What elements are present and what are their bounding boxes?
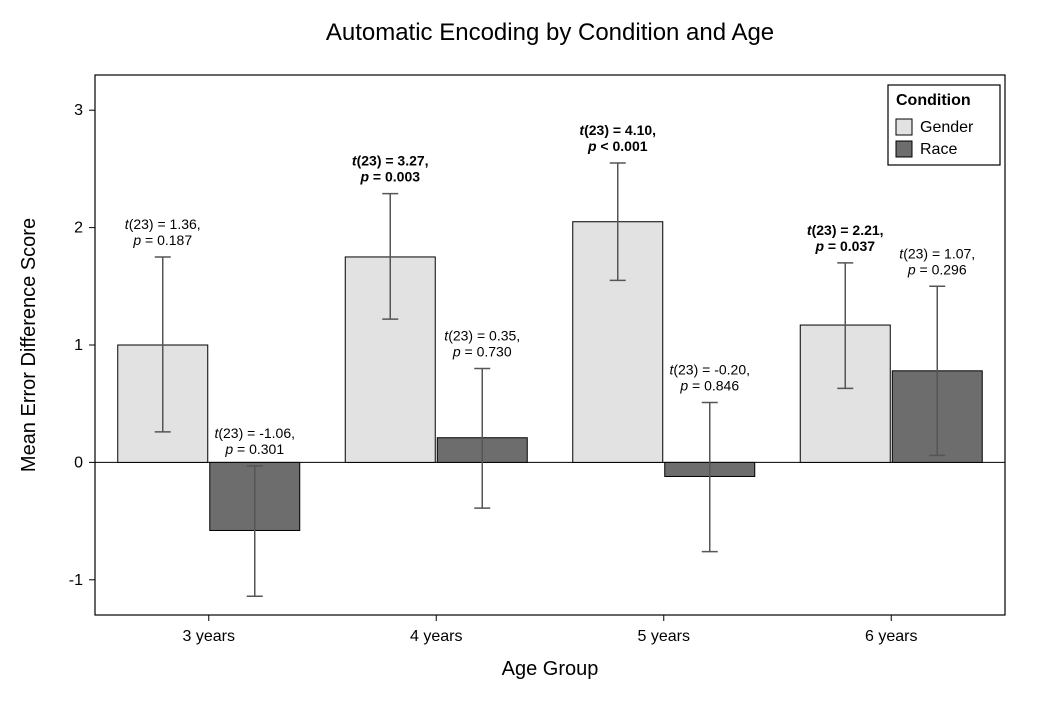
stat-annotation: p = 0.296 xyxy=(907,261,967,277)
stat-annotation: t(23) = 1.07, xyxy=(899,245,975,261)
legend-label: Gender xyxy=(920,119,974,136)
stat-annotation: t(23) = -1.06, xyxy=(214,425,295,441)
stat-annotation: p = 0.730 xyxy=(452,343,512,359)
stat-annotation: t(23) = 1.36, xyxy=(125,216,201,232)
stat-annotation: t(23) = 2.21, xyxy=(807,222,884,238)
stat-annotation: t(23) = 0.35, xyxy=(444,327,520,343)
stat-annotation: p = 0.187 xyxy=(132,232,192,248)
stat-annotation: p = 0.037 xyxy=(814,238,875,254)
y-tick-label: -1 xyxy=(69,572,83,589)
y-tick-label: 0 xyxy=(74,454,83,471)
y-axis-label: Mean Error Difference Score xyxy=(18,218,40,472)
stat-annotation: t(23) = 3.27, xyxy=(352,153,429,169)
stat-annotation: t(23) = -0.20, xyxy=(669,362,750,378)
legend-title: Condition xyxy=(896,92,971,109)
stat-annotation: p < 0.001 xyxy=(587,138,648,154)
stat-annotation: p = 0.846 xyxy=(679,378,739,394)
x-tick-label: 6 years xyxy=(865,628,917,645)
stat-annotation: t(23) = 4.10, xyxy=(579,122,656,138)
chart-container: Automatic Encoding by Condition and Age -… xyxy=(0,0,1050,704)
x-tick-label: 3 years xyxy=(183,628,235,645)
x-tick-label: 4 years xyxy=(410,628,462,645)
legend-swatch xyxy=(896,141,912,157)
legend-label: Race xyxy=(920,141,957,158)
chart-title: Automatic Encoding by Condition and Age xyxy=(326,19,774,46)
y-tick-label: 3 xyxy=(74,102,83,119)
legend-swatch xyxy=(896,119,912,135)
chart-svg: Automatic Encoding by Condition and Age -… xyxy=(0,0,1050,704)
stat-annotation: p = 0.003 xyxy=(359,169,420,185)
y-tick-label: 2 xyxy=(74,220,83,237)
x-axis-label: Age Group xyxy=(502,658,599,680)
x-tick-label: 5 years xyxy=(638,628,690,645)
stat-annotation: p = 0.301 xyxy=(224,441,284,457)
y-tick-label: 1 xyxy=(74,337,83,354)
